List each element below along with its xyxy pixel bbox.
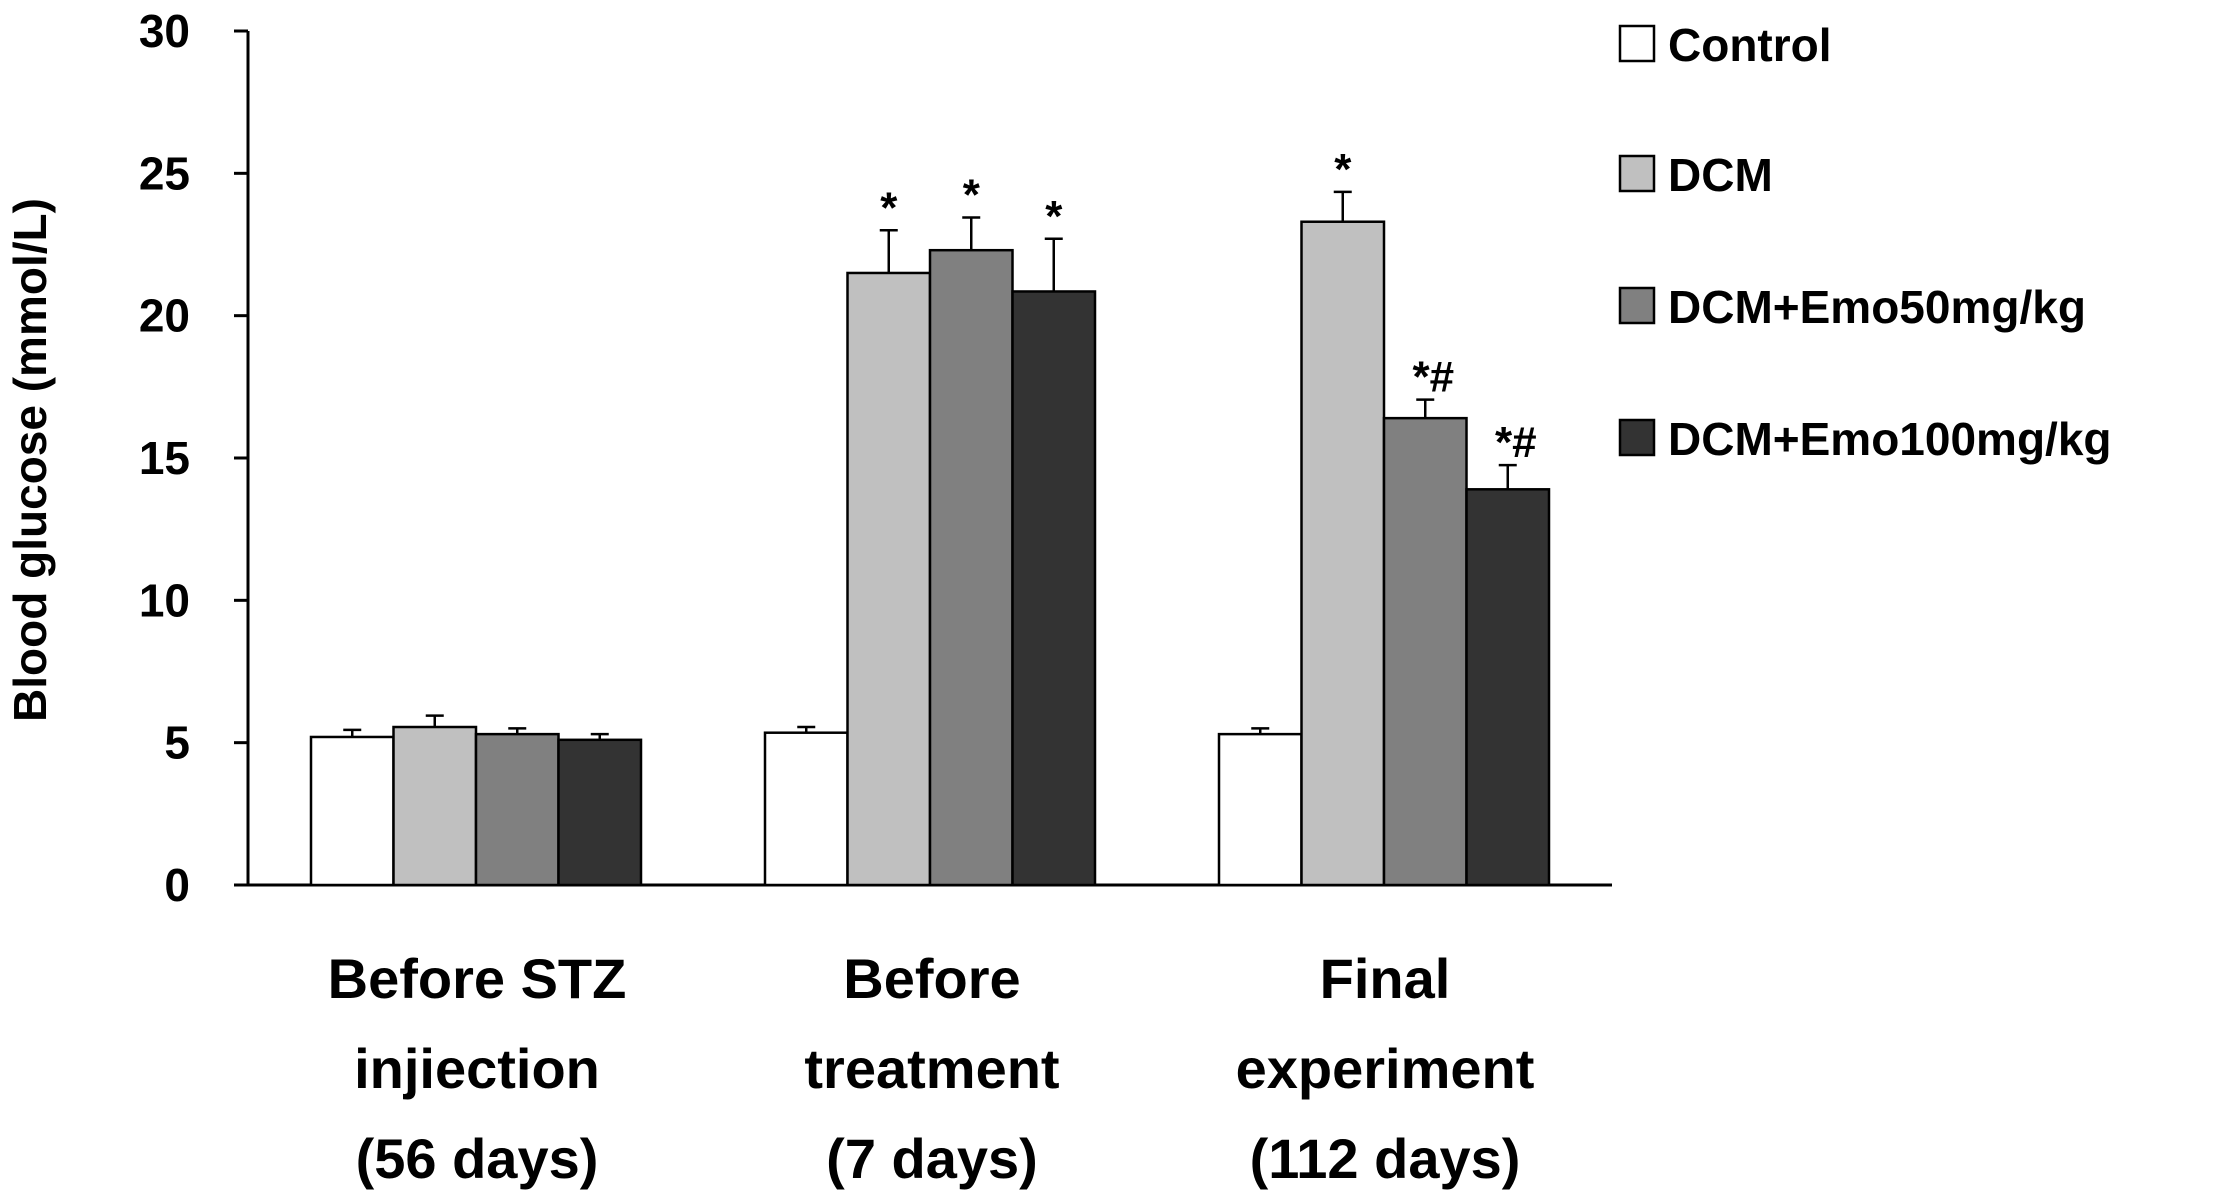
significance-label: * bbox=[1045, 192, 1063, 241]
bar-control bbox=[763, 731, 849, 887]
x-tick-label: (112 days) bbox=[1250, 1127, 1521, 1190]
y-tick-label: 5 bbox=[164, 717, 190, 769]
x-tick-label: injiection bbox=[354, 1037, 600, 1100]
significance-label: *# bbox=[1412, 353, 1454, 402]
y-tick-label: 0 bbox=[164, 859, 190, 911]
legend-swatch bbox=[1618, 418, 1656, 457]
significance-label: * bbox=[880, 183, 898, 232]
legend-label: DCM bbox=[1668, 149, 1773, 201]
bar-dcm bbox=[392, 725, 478, 887]
legend: Control DCM DCM+Emo50mg/kg DCM+Emo100mg/kg bbox=[1618, 19, 2112, 465]
y-axis-label: Blood glucose (mmol/L) bbox=[4, 198, 56, 722]
legend-label: DCM+Emo100mg/kg bbox=[1668, 413, 2112, 465]
bar-dcm-emo100mg-kg bbox=[1465, 488, 1551, 887]
bar-dcm-emo50mg-kg bbox=[928, 248, 1014, 887]
bar-dcm-emo100mg-kg bbox=[557, 738, 643, 887]
bar-dcm-emo50mg-kg bbox=[474, 732, 560, 887]
legend-label: DCM+Emo50mg/kg bbox=[1668, 281, 2086, 333]
x-tick-labels: Before STZ injiection (56 days) Before treat… bbox=[328, 947, 1535, 1190]
bar-control bbox=[1217, 732, 1303, 887]
bars-group: * * * * *# *# bbox=[309, 145, 1551, 887]
y-tick-label: 20 bbox=[139, 290, 190, 342]
legend-swatch bbox=[1618, 24, 1656, 63]
y-tick-label: 15 bbox=[139, 432, 190, 484]
y-tick-label: 10 bbox=[139, 574, 190, 626]
x-tick-label: experiment bbox=[1236, 1037, 1535, 1100]
legend-swatch bbox=[1618, 154, 1656, 193]
legend-swatch bbox=[1618, 286, 1656, 325]
legend-label: Control bbox=[1668, 19, 1832, 71]
bar-dcm bbox=[1300, 220, 1386, 887]
x-tick-label: (56 days) bbox=[356, 1127, 599, 1190]
x-tick-label: Before STZ bbox=[328, 947, 627, 1010]
bar-dcm-emo100mg-kg bbox=[1011, 290, 1097, 887]
bar-dcm-emo50mg-kg bbox=[1382, 416, 1468, 887]
x-tick-label: treatment bbox=[804, 1037, 1059, 1100]
x-tick-label: Before bbox=[843, 947, 1020, 1010]
bar-control bbox=[309, 735, 395, 887]
x-tick-label: Final bbox=[1320, 947, 1451, 1010]
significance-label: * bbox=[963, 170, 981, 219]
significance-label: *# bbox=[1495, 418, 1537, 467]
bar-dcm bbox=[846, 271, 932, 887]
x-tick-label: (7 days) bbox=[826, 1127, 1038, 1190]
y-tick-label: 25 bbox=[139, 147, 190, 199]
axes: 0 5 10 15 20 25 30 bbox=[139, 5, 1612, 911]
y-tick-label: 30 bbox=[139, 5, 190, 57]
significance-label: * bbox=[1334, 145, 1352, 194]
